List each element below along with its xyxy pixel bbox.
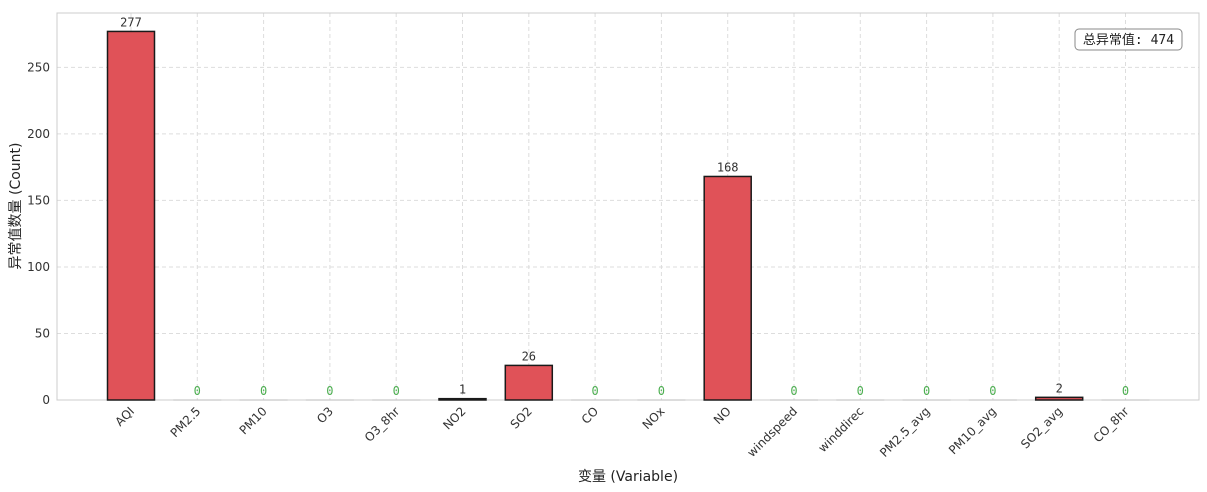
bars	[106, 30, 1150, 401]
x-tick-label: SO2_avg	[1018, 404, 1065, 451]
data-labels: 277 0 0 0 0 1 26 0 0 168 0 0 0 0 2 0	[120, 15, 1129, 398]
y-tick-label: 100	[27, 260, 50, 274]
y-tick-label: 250	[27, 60, 50, 74]
bar-value-label: 0	[790, 384, 797, 398]
y-tick-label: 200	[27, 127, 50, 141]
bar	[438, 397, 487, 401]
y-tick-label: 150	[27, 193, 50, 207]
total-outliers-annotation: 总异常值: 474	[1074, 28, 1183, 51]
y-tick-labels: 0 50 100 150 200 250	[27, 60, 50, 407]
x-tick-labels: AQI PM2.5 PM10 O3 O3_8hr NO2 SO2 CO NOx NO windspe…	[112, 404, 1131, 460]
x-tick-label: PM2.5	[168, 404, 204, 440]
plot-frame	[56, 12, 1200, 401]
y-tick-label: 0	[42, 393, 50, 407]
x-tick-label: PM2.5_avg	[877, 404, 933, 460]
bar	[1034, 396, 1084, 401]
x-axis-title: 变量 (Variable)	[578, 469, 678, 485]
bar-value-label: 168	[717, 160, 739, 174]
bar-value-label: 2	[1056, 381, 1063, 395]
x-tick-label: NO	[711, 404, 734, 427]
bar	[504, 364, 554, 401]
bar	[703, 175, 752, 401]
bar-value-label: 0	[1122, 384, 1129, 398]
bar-value-label: 0	[194, 384, 201, 398]
x-tick-label: PM10	[237, 404, 270, 437]
x-tick-label: AQI	[112, 404, 137, 429]
bar-value-label: 0	[989, 384, 996, 398]
y-axis-title: 异常值数量 (Count)	[8, 143, 24, 270]
bar-value-label: 0	[857, 384, 864, 398]
bar-value-label: 277	[120, 15, 142, 29]
x-tick-label: windspeed	[745, 404, 801, 460]
y-tick-label: 50	[35, 326, 50, 340]
bar-value-label: 0	[658, 384, 665, 398]
bar-value-label: 1	[459, 383, 466, 397]
bar-value-label: 0	[326, 384, 333, 398]
x-tick-label: winddirec	[816, 404, 867, 455]
bar-value-label: 26	[522, 349, 536, 363]
x-tick-label: O3_8hr	[362, 404, 403, 445]
x-tick-label: PM10_avg	[946, 404, 999, 457]
x-tick-label: NOx	[640, 404, 668, 432]
bar-value-label: 0	[260, 384, 267, 398]
bar-value-label: 0	[923, 384, 930, 398]
bar-value-label: 0	[393, 384, 400, 398]
grid-lines	[57, 13, 1199, 400]
bar-value-label: 0	[591, 384, 598, 398]
annotation-text: 总异常值: 474	[1083, 32, 1174, 48]
x-tick-label: CO_8hr	[1091, 404, 1132, 445]
plot-background	[57, 13, 1199, 400]
x-tick-label: CO	[579, 404, 602, 427]
x-tick-label: SO2	[508, 404, 535, 431]
bar	[106, 30, 156, 401]
x-tick-label: O3	[314, 404, 336, 426]
annotation-box	[1074, 28, 1183, 51]
x-tick-label: NO2	[440, 404, 468, 432]
